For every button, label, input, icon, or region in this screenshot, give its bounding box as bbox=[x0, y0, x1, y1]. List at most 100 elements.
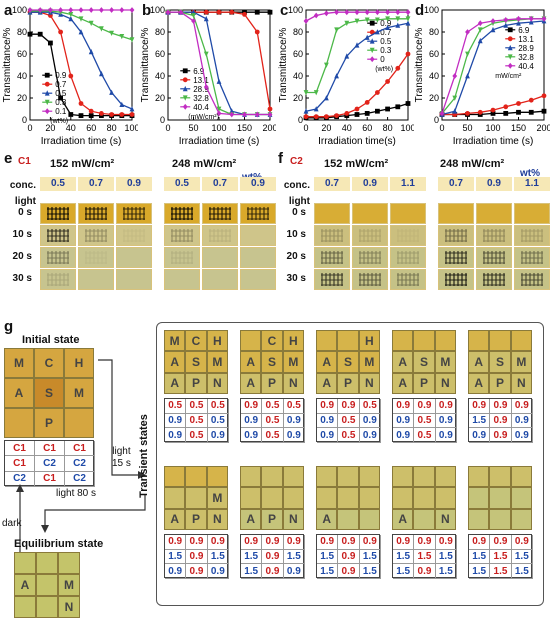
data-point bbox=[68, 112, 74, 117]
legend-marker bbox=[44, 81, 50, 87]
table-cell: 1.5 bbox=[490, 549, 512, 565]
data-point bbox=[375, 9, 380, 16]
qr-code bbox=[47, 206, 69, 221]
x-tick-label: 0 bbox=[303, 123, 308, 133]
data-point bbox=[129, 106, 135, 112]
transient-sample-table: 0.9 0.9 0.9 1.5 1.5 1.5 1.5 0.9 1.5 bbox=[392, 534, 457, 579]
panel-f-unit: wt% bbox=[520, 168, 540, 179]
data-point bbox=[477, 109, 483, 115]
data-point bbox=[490, 26, 496, 33]
data-point bbox=[88, 20, 94, 27]
data-point bbox=[354, 18, 360, 24]
transient-sample-table: 0.9 0.9 0.5 0.9 0.5 0.9 0.9 0.5 0.9 bbox=[316, 398, 381, 443]
letter-tile bbox=[413, 487, 435, 509]
letter-tile bbox=[392, 330, 414, 352]
panel-label-e: e bbox=[4, 150, 13, 167]
x-tick-label: 60 bbox=[362, 123, 372, 133]
letter-tile bbox=[261, 466, 283, 488]
data-point bbox=[254, 9, 260, 15]
qr-code bbox=[209, 206, 231, 221]
data-point bbox=[324, 95, 329, 101]
table-cell: C1 bbox=[65, 441, 95, 457]
data-point bbox=[324, 62, 329, 68]
data-point bbox=[37, 7, 43, 13]
letter-tile bbox=[164, 466, 186, 488]
qr-code bbox=[445, 250, 467, 265]
sample-photo bbox=[352, 269, 388, 290]
table-cell: 0.9 bbox=[262, 535, 284, 550]
letter-tile bbox=[468, 466, 490, 488]
table-cell: 1.5 bbox=[165, 549, 187, 565]
x-tick-label: 50 bbox=[188, 123, 198, 133]
table-cell: 0.9 bbox=[338, 535, 360, 550]
table-cell: 0.9 bbox=[165, 428, 187, 443]
x-tick-label: 0 bbox=[439, 123, 444, 133]
x-tick-label: 150 bbox=[511, 123, 526, 133]
series-line-0.5 bbox=[30, 11, 133, 110]
data-point bbox=[119, 7, 125, 13]
letter-tile bbox=[240, 330, 262, 352]
data-point bbox=[354, 42, 360, 48]
data-point bbox=[203, 15, 209, 22]
legend-unit: (wt%) bbox=[375, 66, 393, 73]
letter-tile bbox=[316, 466, 338, 488]
letter-tile: N bbox=[434, 508, 456, 530]
y-tick-label: 40 bbox=[155, 71, 165, 81]
letter-tile: M bbox=[434, 351, 456, 373]
x-tick-label: 80 bbox=[383, 123, 393, 133]
sample-photo bbox=[438, 225, 474, 246]
letter-tile: P bbox=[337, 372, 359, 394]
panel-label-b: b bbox=[142, 2, 152, 19]
table-cell: 1.5 bbox=[469, 564, 491, 579]
sample-photo bbox=[78, 269, 114, 290]
table-cell: 0.9 bbox=[469, 399, 491, 414]
time-label: 0 s bbox=[292, 207, 306, 218]
letter-tile bbox=[489, 330, 511, 352]
data-point bbox=[99, 70, 104, 77]
data-point bbox=[88, 48, 94, 55]
data-point bbox=[344, 9, 350, 16]
data-point bbox=[344, 53, 350, 59]
data-point bbox=[303, 18, 309, 24]
data-point bbox=[229, 111, 235, 118]
transient-sample-table: 0.9 0.9 0.9 1.5 0.9 1.5 1.5 0.9 1.5 bbox=[316, 534, 381, 579]
data-point bbox=[313, 106, 319, 112]
time-label: 0 s bbox=[18, 207, 32, 218]
table-cell: 1.5 bbox=[469, 549, 491, 565]
data-point bbox=[68, 7, 74, 13]
sample-photo bbox=[476, 203, 512, 224]
letter-tile: M bbox=[58, 574, 80, 596]
conc-header: 0.9 bbox=[240, 177, 276, 191]
data-point bbox=[129, 112, 135, 117]
y-tick-label: 100 bbox=[288, 5, 303, 15]
letter-tile bbox=[434, 330, 456, 352]
letter-tile bbox=[413, 508, 435, 530]
data-point bbox=[465, 51, 470, 57]
data-point bbox=[334, 27, 339, 33]
sample-photo bbox=[40, 203, 76, 224]
letter-tile: A bbox=[316, 372, 338, 394]
data-point bbox=[395, 16, 401, 22]
sample-photo bbox=[352, 225, 388, 246]
data-point bbox=[68, 15, 74, 22]
data-point bbox=[385, 16, 390, 22]
time-label: 10 s bbox=[286, 229, 306, 240]
y-tick-label: 80 bbox=[17, 27, 27, 37]
table-cell: 0.9 bbox=[469, 428, 491, 443]
data-point bbox=[242, 12, 247, 17]
y-tick-label: 80 bbox=[155, 27, 165, 37]
y-tick-label: 60 bbox=[429, 49, 439, 59]
transient-sample-table: 0.9 0.9 0.9 0.9 0.5 0.9 0.9 0.5 0.9 bbox=[392, 398, 457, 443]
y-axis-label: Transmittance/% bbox=[2, 28, 13, 103]
x-tick-label: 200 bbox=[262, 123, 276, 133]
data-point bbox=[109, 30, 114, 36]
legend-label: 28.9 bbox=[193, 85, 209, 94]
letter-tile bbox=[510, 330, 532, 352]
data-point bbox=[516, 101, 521, 106]
light-15s-label: light 15 s bbox=[112, 446, 131, 470]
data-point bbox=[48, 7, 53, 13]
letter-tile: N bbox=[206, 508, 228, 530]
letter-tile bbox=[337, 330, 359, 352]
data-point bbox=[364, 100, 370, 105]
